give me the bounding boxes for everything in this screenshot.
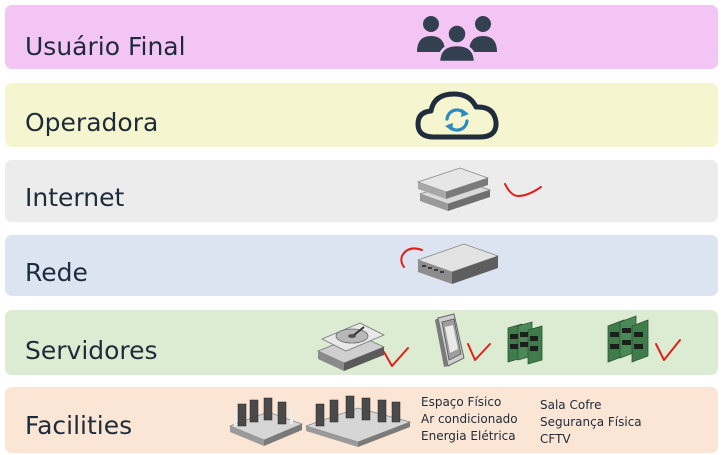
facilities-note: Energia Elétrica bbox=[421, 429, 516, 443]
facilities-note: CFTV bbox=[540, 432, 571, 446]
datacenter-room-icon bbox=[304, 395, 412, 447]
users-group-icon bbox=[417, 16, 497, 64]
layer-servidores: Servidores bbox=[5, 310, 718, 375]
facilities-note: Ar condicionado bbox=[421, 412, 518, 426]
layer-internet: Internet bbox=[5, 160, 718, 222]
checkmark-annotation bbox=[504, 183, 542, 198]
checkmark-annotation bbox=[467, 343, 491, 361]
layer-operadora: Operadora bbox=[5, 83, 718, 147]
ram-modules-icon bbox=[607, 315, 649, 363]
layer-label-facilities: Facilities bbox=[25, 411, 133, 440]
arrow-annotation bbox=[400, 247, 423, 268]
layer-label-usuario-final: Usuário Final bbox=[25, 32, 186, 61]
ram-modules-icon bbox=[507, 321, 543, 365]
layer-rede: Rede bbox=[5, 235, 718, 296]
network-device-icon bbox=[416, 167, 492, 211]
layer-label-operadora: Operadora bbox=[25, 108, 159, 137]
rack-switch-icon bbox=[416, 243, 500, 284]
layer-usuario-final: Usuário Final bbox=[5, 5, 718, 69]
cloud-sync-icon bbox=[415, 91, 499, 140]
processor-chip-icon bbox=[435, 313, 465, 367]
datacenter-room-icon bbox=[228, 397, 304, 446]
facilities-notes-column-1: Espaço Físico Ar condicionado Energia El… bbox=[421, 394, 518, 445]
layer-label-rede: Rede bbox=[25, 258, 88, 287]
facilities-note: Segurança Física bbox=[540, 415, 642, 429]
facilities-note: Sala Cofre bbox=[540, 398, 602, 412]
hard-drive-icon bbox=[316, 322, 386, 371]
facilities-notes-column-2: Sala Cofre Segurança Física CFTV bbox=[540, 397, 642, 448]
checkmark-annotation bbox=[655, 339, 681, 361]
facilities-note: Espaço Físico bbox=[421, 395, 502, 409]
layer-label-internet: Internet bbox=[25, 183, 125, 212]
layer-label-servidores: Servidores bbox=[25, 336, 158, 365]
checkmark-annotation bbox=[383, 347, 409, 367]
